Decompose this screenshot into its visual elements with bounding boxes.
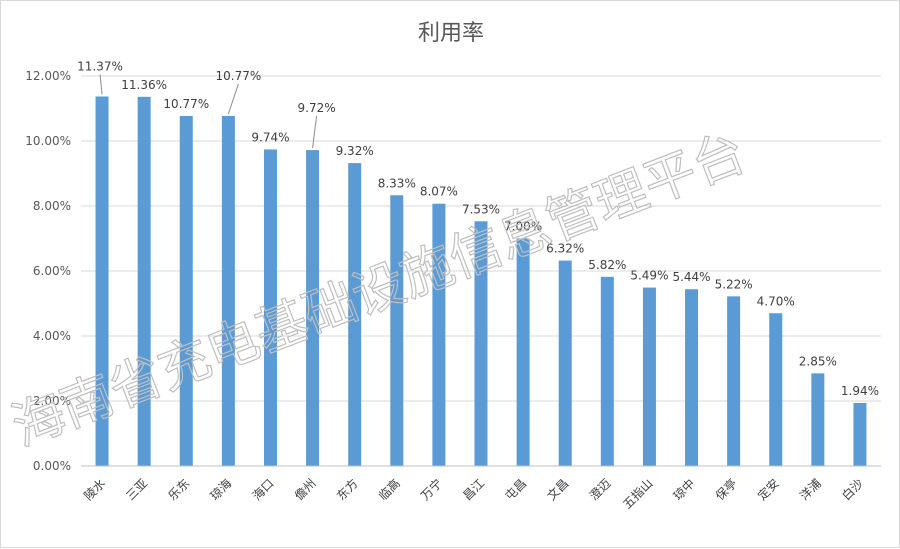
bar [221,115,235,466]
chart-title: 利用率 [417,21,484,46]
x-tick-label: 定安 [754,476,782,504]
y-tick-label: 12.00% [25,69,71,83]
data-label: 8.33% [378,176,416,190]
bar [558,260,572,466]
leader-line [227,83,239,115]
bar [685,289,699,466]
x-tick-label: 白沙 [838,476,866,504]
data-label: 8.07% [420,185,458,199]
watermark-text: 海南省充电基础设施信息管理平台 [4,123,754,459]
bar [600,276,614,466]
x-tick-label: 保亭 [712,476,740,504]
x-tick-label: 昌江 [460,476,487,503]
leader-line [99,74,103,95]
data-label: 10.77% [163,97,209,111]
bar [853,402,867,466]
y-tick-label: 6.00% [33,264,71,278]
x-tick-label: 万宁 [417,476,445,504]
data-label: 9.32% [336,144,374,158]
bar [727,296,741,466]
data-label: 9.72% [298,101,336,115]
y-tick-label: 0.00% [33,459,71,473]
bar [179,115,193,466]
bar [137,96,151,467]
x-tick-label: 澄迈 [586,476,614,504]
y-tick-label: 10.00% [25,134,71,148]
data-label: 7.00% [504,220,542,234]
x-tick-label: 琼中 [670,476,698,504]
data-label: 11.36% [121,78,167,92]
bar [348,163,362,466]
data-label: 5.82% [588,258,626,272]
y-tick-label: 4.00% [33,329,71,343]
x-tick-label: 五指山 [619,476,655,512]
data-label: 5.44% [672,270,710,284]
x-tick-label: 乐东 [166,476,193,503]
data-label: 6.32% [546,242,584,256]
bar [390,195,404,466]
x-tick-label: 琼海 [207,476,235,504]
data-label: 4.70% [757,294,795,308]
bar [263,149,277,466]
x-tick-label: 三亚 [123,476,150,503]
bar [474,221,488,466]
bar [95,96,109,466]
x-tick-label: 屯昌 [502,476,529,503]
bar [769,313,783,466]
x-tick-label: 东方 [333,476,361,504]
data-label: 11.37% [77,59,123,73]
data-label: 5.49% [630,269,668,283]
bar [642,287,656,466]
data-label: 7.53% [462,202,500,216]
data-label: 2.85% [799,354,837,368]
x-tick-label: 文昌 [544,476,572,504]
data-label: 1.94% [841,384,879,398]
data-label: 5.22% [715,277,753,291]
x-tick-label: 洋浦 [796,476,824,504]
data-label: 10.77% [215,69,261,83]
x-tick-label: 儋州 [292,476,319,503]
y-tick-label: 2.00% [33,394,71,408]
bar [306,150,320,466]
leader-line [312,116,318,149]
bar [516,238,530,466]
x-tick-label: 海口 [249,476,277,504]
y-tick-label: 8.00% [33,199,71,213]
x-tick-label: 临高 [375,476,403,504]
bar [811,373,825,466]
data-label: 9.74% [251,130,289,144]
bar [432,203,446,466]
x-tick-label: 陵水 [81,476,108,503]
